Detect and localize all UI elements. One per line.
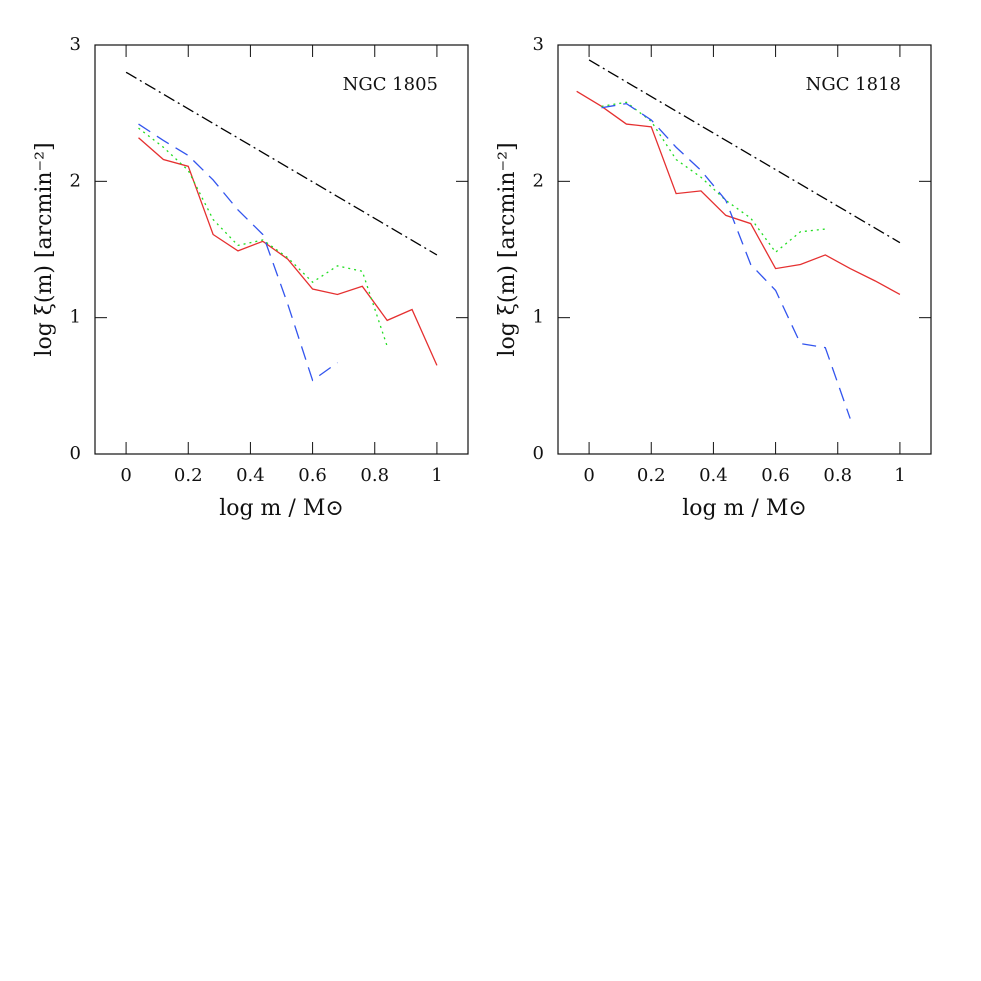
y-tick-label: 2	[533, 170, 544, 191]
x-tick-label: 0.4	[699, 465, 728, 486]
plot-frame	[94, 44, 469, 455]
series-line	[601, 102, 851, 419]
chart-title: NGC 1818	[806, 74, 901, 95]
series-line	[588, 59, 901, 244]
chart-title: NGC 1805	[343, 74, 438, 95]
y-tick-label: 0	[533, 443, 544, 464]
series-line	[138, 123, 338, 382]
series-line	[138, 137, 438, 366]
x-tick-label: 0.2	[637, 465, 666, 486]
series-line	[576, 90, 901, 296]
x-tick-label: 0.4	[236, 465, 265, 486]
y-tick-label: 3	[70, 34, 81, 55]
x-tick-label: 1	[894, 465, 905, 486]
x-tick-label: 0.8	[823, 465, 852, 486]
y-tick-label: 2	[70, 170, 81, 191]
y-axis-label: log ξ(m) [arcmin⁻²]	[495, 142, 520, 356]
plot-frame	[557, 44, 932, 455]
series-line	[138, 127, 388, 347]
x-tick-label: 0.6	[761, 465, 790, 486]
x-tick-label: 1	[431, 465, 442, 486]
x-axis-label: log m / M⊙	[682, 496, 807, 521]
x-tick-label: 0.8	[360, 465, 389, 486]
y-tick-label: 1	[70, 307, 81, 328]
x-tick-label: 0	[583, 465, 594, 486]
y-tick-label: 1	[533, 307, 544, 328]
x-tick-label: 0.6	[298, 465, 327, 486]
x-axis-label: log m / M⊙	[219, 496, 344, 521]
y-tick-label: 3	[533, 34, 544, 55]
x-tick-label: 0.2	[174, 465, 203, 486]
y-axis-label: log ξ(m) [arcmin⁻²]	[32, 142, 57, 356]
x-tick-label: 0	[120, 465, 131, 486]
series-line	[125, 71, 438, 256]
y-tick-label: 0	[70, 443, 81, 464]
